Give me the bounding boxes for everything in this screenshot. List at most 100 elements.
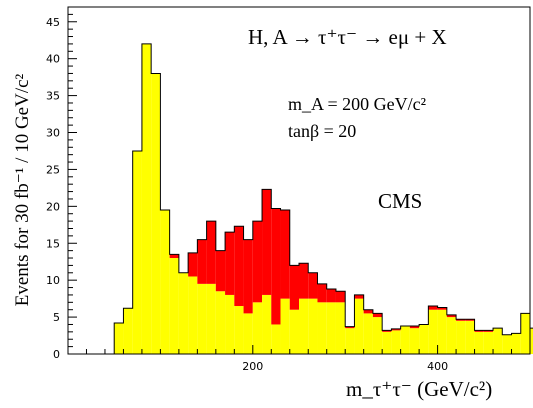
plot-frame	[67, 6, 531, 355]
annotation-tanbeta: tanβ = 20	[288, 121, 356, 141]
background-bar	[520, 313, 530, 354]
background-bar	[363, 313, 373, 354]
background-bar	[114, 322, 124, 354]
signal-bar	[299, 263, 309, 299]
signal-bar	[326, 289, 336, 303]
background-bar	[391, 330, 401, 354]
signal-bar	[363, 309, 373, 314]
background-bar	[234, 306, 244, 354]
y-tick-label: 5	[53, 311, 60, 324]
signal-bar	[188, 252, 198, 277]
y-axis-label: Events for 30 fb⁻¹ / 10 GeV/c²	[12, 73, 33, 306]
signal-bar	[197, 239, 207, 284]
background-bar	[262, 294, 272, 354]
background-bar	[493, 328, 503, 354]
background-bar	[474, 331, 484, 354]
signal-bar	[391, 328, 401, 331]
signal-bar	[262, 189, 272, 295]
background-bar	[428, 309, 438, 354]
background-bar	[317, 302, 327, 354]
y-tick-label: 45	[46, 16, 60, 29]
background-bar	[141, 43, 152, 355]
histogram-outline	[113, 43, 533, 354]
signal-bar	[317, 283, 327, 303]
y-tick-label: 0	[53, 348, 60, 361]
signal-bar	[382, 330, 392, 332]
background-bar	[372, 317, 383, 354]
y-tick-label: 25	[46, 163, 60, 176]
background-bar	[382, 331, 392, 354]
y-tick-label: 35	[46, 90, 60, 103]
background-bar	[335, 302, 346, 354]
background-bar	[197, 283, 207, 354]
axis-ticks: 0 5 10 15 20 25 30 35 40 45 200 400	[46, 13, 531, 373]
background-bar	[280, 298, 290, 354]
background-bar	[437, 309, 447, 354]
signal-bar	[456, 319, 466, 321]
signal-bar	[345, 326, 355, 329]
signal-bar	[243, 239, 253, 314]
signal-bar	[437, 307, 447, 310]
background-bar	[123, 308, 133, 354]
background-bar	[308, 298, 318, 354]
background-bar	[206, 283, 216, 354]
signal-bar	[465, 319, 475, 321]
background-bar	[151, 73, 161, 354]
background-bar	[178, 272, 189, 354]
background-bar	[188, 276, 198, 354]
background-bar	[326, 302, 336, 354]
background-bar	[299, 298, 309, 354]
signal-bar	[372, 313, 383, 318]
background-bar	[502, 334, 512, 354]
background-bar	[400, 325, 410, 354]
background-bar	[530, 328, 533, 354]
background-bar	[345, 328, 355, 354]
background-bar	[446, 317, 457, 354]
signal-bar	[354, 294, 364, 299]
background-bar	[132, 150, 142, 354]
signal-bar	[308, 272, 318, 299]
y-tick-label: 30	[46, 127, 60, 140]
x-axis-label: m_τ⁺τ⁻ (GeV/c²)	[346, 377, 492, 401]
background-bar	[419, 324, 429, 354]
background-bar	[511, 333, 521, 354]
signal-bar	[409, 325, 420, 329]
histogram-bars	[114, 43, 533, 355]
plot-border	[67, 6, 531, 355]
y-tick-label: 20	[46, 200, 60, 213]
x-tick-label: 400	[427, 360, 448, 373]
background-bar	[409, 328, 420, 354]
background-bar	[456, 320, 466, 354]
background-bar	[169, 258, 179, 354]
signal-bar	[280, 210, 290, 299]
signal-bar	[335, 291, 346, 303]
background-bar	[243, 313, 253, 354]
signal-bar	[289, 265, 299, 310]
signal-bar	[446, 314, 457, 318]
background-bar	[271, 324, 281, 354]
background-bar	[354, 298, 364, 354]
background-bar	[465, 320, 475, 354]
signal-bar	[271, 208, 281, 325]
x-tick-label: 200	[242, 360, 263, 373]
chart-title: H, A → τ⁺τ⁻ → eμ + X	[248, 25, 447, 49]
y-tick-label: 40	[46, 53, 60, 66]
signal-bar	[169, 254, 179, 259]
annotation-mass: m_A = 200 GeV/c²	[288, 94, 426, 114]
annotation-experiment: CMS	[378, 189, 422, 213]
signal-bar	[428, 306, 438, 310]
background-bar	[215, 291, 226, 354]
background-bar	[289, 309, 299, 354]
signal-bar	[225, 232, 235, 295]
signal-bar	[234, 226, 244, 307]
signal-bar	[483, 330, 494, 332]
signal-bar	[206, 221, 216, 284]
y-tick-label: 15	[46, 237, 60, 250]
background-bar	[483, 331, 494, 354]
signal-bar	[252, 221, 263, 303]
signal-bar	[474, 330, 484, 332]
background-bar	[160, 210, 170, 354]
signal-bar	[215, 250, 226, 292]
y-tick-label: 10	[46, 274, 60, 287]
